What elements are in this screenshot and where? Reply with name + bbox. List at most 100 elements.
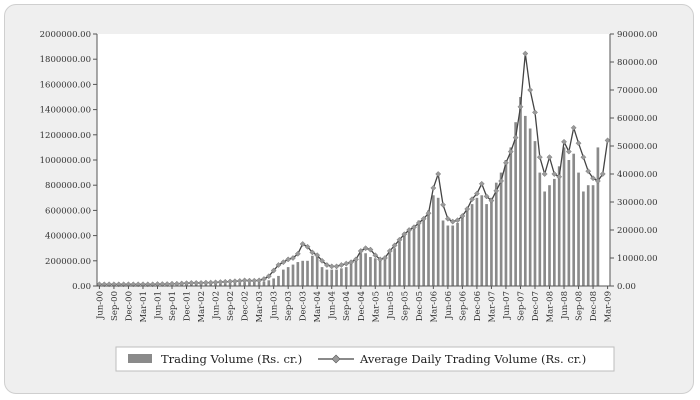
- line-point-Jul-06: [449, 218, 456, 225]
- bar-Jun-05: [388, 253, 392, 286]
- x-tick-label: Mar-01: [139, 291, 149, 323]
- line-point-Oct-03: [290, 255, 296, 261]
- bar-Oct-04: [349, 263, 353, 286]
- bar-Dec-02: [243, 282, 246, 286]
- bar-Aug-08: [572, 153, 576, 286]
- line-point-May-08: [556, 173, 563, 180]
- bar-Oct-08: [582, 191, 585, 286]
- line-point-Apr-05: [377, 256, 384, 263]
- line-point-May-05: [382, 255, 388, 261]
- bar-Nov-02: [238, 282, 242, 286]
- bar-Oct-05: [407, 230, 411, 286]
- line-point-Mar-06: [430, 185, 437, 191]
- bar-Jul-06: [451, 225, 455, 286]
- line-point-Sep-08: [575, 140, 582, 147]
- y-right-tick-label: 0.00: [617, 282, 636, 292]
- line-point-Jul-03: [275, 262, 282, 268]
- line-point-Dec-03: [299, 241, 306, 247]
- x-tick-label: Sep-06: [458, 291, 468, 321]
- bar-May-03: [267, 280, 271, 286]
- x-tick-label: Mar-09: [604, 291, 614, 323]
- bar-Oct-03: [291, 264, 295, 286]
- x-tick-label: Jun-05: [386, 291, 396, 320]
- line-point-Feb-04: [309, 249, 316, 256]
- bar-Dec-08: [591, 185, 595, 286]
- bar-Jul-08: [567, 160, 571, 286]
- x-tick-labels: Jun-00 Sep-00 Dec-00 Mar-01 Jun-01 Sep-01 Dec-…: [95, 291, 613, 323]
- line-point-Oct-05: [406, 227, 413, 233]
- x-tick-label: Mar-06: [429, 291, 439, 323]
- line-point-Mar-03: [256, 277, 263, 284]
- bar-Dec-04: [359, 253, 363, 286]
- line-point-Apr-06: [435, 171, 442, 177]
- line-point-Dec-04: [357, 248, 364, 254]
- line-point-Feb-06: [425, 210, 432, 217]
- bar-series: [98, 97, 600, 287]
- bar-Apr-04: [320, 267, 324, 286]
- line-point-Oct-07: [522, 50, 529, 57]
- bar-Oct-02: [233, 283, 237, 286]
- line-point-May-07: [498, 178, 504, 184]
- line-point-Jan-07: [478, 180, 485, 187]
- bar-Aug-06: [456, 223, 459, 286]
- x-tick-label: Dec-01: [183, 291, 193, 321]
- bar-Sep-04: [344, 267, 348, 286]
- bar-May-06: [441, 220, 445, 286]
- bar-Apr-03: [262, 281, 266, 286]
- bar-Jan-07: [480, 195, 484, 286]
- x-tick-label: Jun-06: [444, 291, 454, 320]
- bar-Feb-04: [311, 255, 314, 286]
- line-point-Jul-05: [391, 242, 398, 249]
- y-right-tick-label: 20000.00: [617, 226, 658, 236]
- bar-Oct-07: [523, 115, 527, 287]
- y-right-tick-label: 70000.00: [617, 86, 658, 96]
- legend-line-label: Average Daily Trading Volume (Rs. cr.): [359, 352, 586, 366]
- line-point-Jun-02: [212, 279, 219, 286]
- bar-May-05: [383, 259, 387, 286]
- bar-Jan-05: [364, 253, 367, 286]
- x-tick-label: Dec-06: [473, 291, 483, 321]
- line-point-May-03: [265, 273, 272, 280]
- bar-Sep-07: [519, 97, 522, 286]
- bar-Feb-05: [369, 257, 372, 286]
- line-point-Jan-03: [246, 277, 253, 284]
- bar-Jul-02: [219, 283, 222, 286]
- line-point-Jun-08: [561, 138, 567, 145]
- y-left-tick-label: 1200000.00: [40, 131, 91, 141]
- line-point-Dec-06: [474, 190, 480, 197]
- x-tick-label: Dec-04: [357, 291, 367, 321]
- bar-Mar-06: [432, 195, 435, 286]
- line-point-Mar-05: [372, 252, 379, 259]
- line-point-Dec-07: [532, 109, 538, 116]
- x-tick-label: Mar-08: [546, 291, 556, 323]
- x-tick-label: Jun-01: [154, 291, 164, 320]
- line-point-Jul-07: [507, 148, 514, 155]
- bar-Dec-05: [417, 220, 421, 286]
- x-tick-label: Sep-04: [342, 291, 352, 321]
- line-point-Aug-08: [570, 124, 577, 131]
- line-point-Jan-09: [595, 178, 601, 184]
- line-point-Oct-06: [464, 206, 471, 212]
- bar-Mar-03: [257, 282, 261, 286]
- x-tick-label: Jun-08: [560, 291, 570, 320]
- y-left-tick-label: 1800000.00: [40, 55, 91, 65]
- y-right-tick-label: 10000.00: [617, 254, 658, 264]
- bar-Dec-07: [533, 141, 537, 286]
- y-left-tick-label: 800000.00: [45, 181, 91, 191]
- line-point-Sep-02: [227, 278, 233, 285]
- bar-Feb-07: [485, 204, 488, 286]
- y-left-tick-label: 1400000.00: [40, 106, 91, 116]
- y-right-tick-label: 60000.00: [617, 114, 658, 124]
- y-right-tick-label: 30000.00: [617, 198, 658, 208]
- y-left-tick-label: 0.00: [72, 282, 91, 292]
- bar-Nov-05: [412, 226, 416, 286]
- bar-Jul-04: [335, 269, 338, 286]
- bar-Aug-02: [223, 283, 227, 286]
- line-point-Feb-05: [367, 246, 374, 253]
- line-point-Jul-01: [159, 281, 166, 287]
- line-series: [96, 50, 611, 288]
- line-point-Sep-06: [459, 213, 466, 219]
- line-point-Apr-07: [493, 187, 500, 194]
- x-tick-label: Sep-05: [400, 291, 410, 321]
